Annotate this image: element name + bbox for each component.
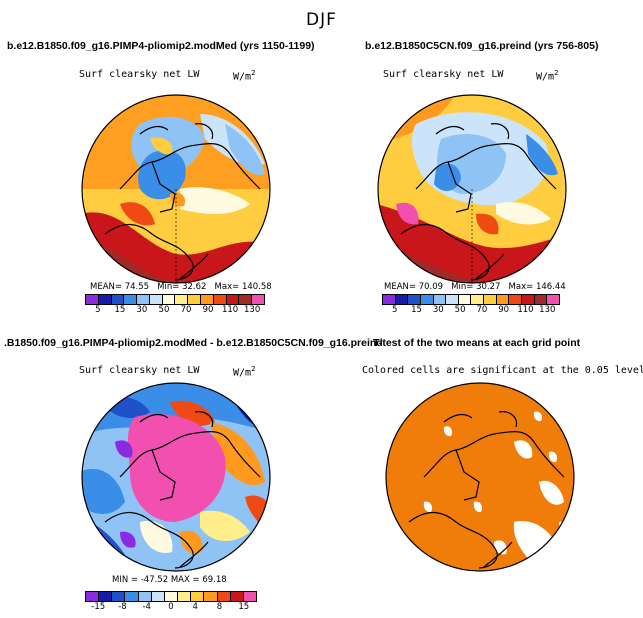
- colorbar-swatch: [175, 295, 189, 304]
- colorbar-swatch: [484, 295, 497, 304]
- panel-3-units: W/m2: [233, 365, 256, 379]
- colorbar-swatch: [137, 295, 150, 304]
- colorbar-swatch: [408, 295, 421, 304]
- colorbar-tick-label: 0: [168, 602, 174, 612]
- panel-2-units: W/m2: [536, 69, 559, 83]
- panel-4-subtitle: Colored cells are significant at the 0.0…: [362, 365, 643, 376]
- colorbar-swatch: [178, 592, 192, 601]
- colorbar-swatch: [496, 295, 510, 304]
- colorbar-swatch: [201, 295, 214, 304]
- colorbar-swatch: [188, 295, 202, 304]
- panel-1-title: b.e12.B1850.f09_g16.PIMP4-pliomip2.modMe…: [7, 40, 315, 52]
- panel-4-polar-map: [385, 382, 575, 572]
- colorbar-swatch: [124, 295, 138, 304]
- colorbar-swatch: [98, 295, 112, 304]
- colorbar-swatch: [534, 295, 548, 304]
- colorbar-swatch: [99, 592, 113, 601]
- colorbar-tick-label: 110: [517, 305, 534, 315]
- colorbar-tick-label: -4: [142, 602, 151, 612]
- colorbar-swatch: [204, 592, 218, 601]
- colorbar-tick-label: 15: [411, 305, 422, 315]
- colorbar-swatch: [433, 295, 447, 304]
- colorbar-swatch: [239, 295, 253, 304]
- colorbar-swatch: [547, 295, 559, 304]
- panel-1-units: W/m2: [233, 69, 256, 83]
- colorbar-swatch: [226, 295, 240, 304]
- colorbar-tick-label: 50: [454, 305, 466, 315]
- colorbar-swatch: [217, 592, 231, 601]
- colorbar-swatch: [446, 295, 459, 304]
- panel-3-variable: Surf clearsky net LW: [79, 365, 200, 376]
- colorbar-swatch: [138, 592, 152, 601]
- colorbar-tick-label: 90: [498, 305, 510, 315]
- colorbar-swatch: [164, 592, 179, 601]
- colorbar-swatch: [395, 295, 409, 304]
- colorbar-swatch: [111, 295, 125, 304]
- colorbar-swatch: [213, 295, 227, 304]
- colorbar-swatch: [191, 592, 205, 601]
- colorbar-tick-label: 30: [136, 305, 148, 315]
- colorbar-swatch: [86, 295, 99, 304]
- colorbar-tick-label: 4: [192, 602, 198, 612]
- panel-4-title: T-test of the two means at each grid poi…: [373, 337, 581, 349]
- colorbar-swatch: [86, 592, 100, 601]
- panel-2-title: b.e12.B1850C5CN.f09_g16.preind (yrs 756-…: [365, 40, 599, 52]
- colorbar-tick-label: 5: [391, 305, 398, 315]
- colorbar-swatch: [243, 592, 257, 601]
- colorbar-tick-label: 130: [244, 305, 261, 315]
- colorbar-swatch: [471, 295, 485, 304]
- panel-2-polar-map: [377, 94, 567, 284]
- colorbar-tick-label: 70: [180, 305, 192, 315]
- figure-title: DJF: [306, 10, 337, 30]
- colorbar-tick-label: 130: [539, 305, 556, 315]
- colorbar-swatch: [522, 295, 535, 304]
- colorbar-swatch: [252, 295, 264, 304]
- panel-1-variable: Surf clearsky net LW: [79, 69, 200, 80]
- colorbar-tick-label: 30: [432, 305, 444, 315]
- panel-1-polar-map: [81, 94, 271, 284]
- panel-3-colorbar: -15 -8 -4 0 4 8 15: [85, 591, 257, 614]
- panel-2-stats: MEAN= 70.09 Min= 30.27 Max= 146.44: [384, 282, 566, 292]
- colorbar-tick-label: 15: [238, 602, 250, 612]
- colorbar-swatch: [112, 592, 126, 601]
- colorbar-tick-label: 70: [476, 305, 488, 315]
- colorbar-swatch: [458, 295, 472, 304]
- panel-1-colorbar: 5 15 30 50 70 90 110 130: [85, 294, 265, 317]
- colorbar-tick-label: 90: [202, 305, 214, 315]
- colorbar-swatch: [149, 295, 163, 304]
- colorbar-swatch: [151, 592, 165, 601]
- colorbar-swatch: [230, 592, 244, 601]
- colorbar-swatch: [420, 295, 434, 304]
- panel-3-stats: MIN = -47.52 MAX = 69.18: [112, 575, 227, 585]
- panel-3-polar-map: [81, 382, 271, 572]
- colorbar-tick-label: 110: [221, 305, 239, 315]
- colorbar-swatch: [509, 295, 523, 304]
- panel-3-title: .B1850.f09_g16.PIMP4-pliomip2.modMed - b…: [4, 337, 383, 349]
- colorbar-tick-label: 5: [95, 305, 101, 315]
- panel-2-colorbar: 5 15 30 50 70 90 110 130: [382, 294, 560, 317]
- colorbar-tick-label: 50: [158, 305, 170, 315]
- colorbar-tick-label: 8: [216, 602, 223, 612]
- colorbar-swatch: [125, 592, 139, 601]
- panel-1-stats: MEAN= 74.55 Min= 32.62 Max= 140.58: [90, 282, 272, 292]
- colorbar-tick-label: -15: [91, 602, 106, 612]
- colorbar-swatch: [162, 295, 176, 304]
- colorbar-tick-label: 15: [114, 305, 126, 315]
- panel-2-variable: Surf clearsky net LW: [383, 69, 504, 80]
- colorbar-swatch: [383, 295, 396, 304]
- colorbar-tick-label: -8: [118, 602, 127, 612]
